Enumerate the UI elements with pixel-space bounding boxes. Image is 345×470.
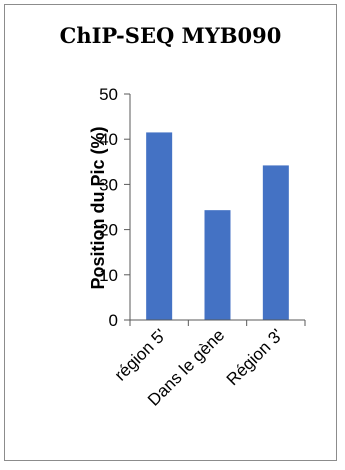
y-tick-label: 30 <box>99 175 118 194</box>
y-axis-ticks: 0 10 20 30 40 50 <box>99 85 130 330</box>
y-tick-label: 0 <box>109 311 118 330</box>
x-tick-label: région 5' <box>111 325 170 384</box>
y-tick-label: 50 <box>99 85 118 104</box>
y-tick-label: 40 <box>99 130 118 149</box>
bar-2 <box>262 165 289 320</box>
y-tick-label: 10 <box>99 266 118 285</box>
bar-0 <box>146 132 173 320</box>
axes <box>129 94 305 321</box>
chart-title: ChIP-SEQ MYB090 <box>59 23 282 48</box>
y-tick-label: 20 <box>99 221 118 240</box>
y-axis-label: Position du Pic (%) <box>88 126 108 289</box>
bar-1 <box>204 210 231 320</box>
bars <box>146 132 289 320</box>
x-tick-label: Région 3' <box>223 325 287 389</box>
